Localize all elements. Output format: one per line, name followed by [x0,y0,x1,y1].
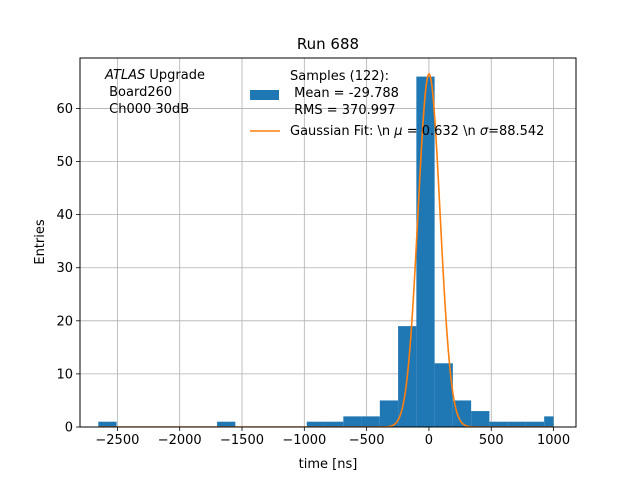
histogram-bar [217,421,236,427]
x-tick-label: −2500 [95,433,139,448]
histogram-bar [434,363,453,427]
histogram-bar [98,421,117,427]
y-tick-label: 60 [56,102,73,117]
x-tick-label: −1500 [220,433,264,448]
histogram-bar [379,400,399,427]
annotation-line-3: Ch000 30dB [105,102,189,117]
annotation-line-1-rest: Upgrade [145,68,205,83]
chart-title: Run 688 [297,35,359,53]
legend-fit-label: Gaussian Fit: \n μ = 0.632 \n σ=88.542 [290,124,544,139]
atlas-annotation: ATLAS Upgrade Board260 Ch000 30dB [104,68,205,117]
y-tick-label: 30 [56,261,73,276]
histogram-bar [489,421,508,427]
legend: Samples (122): Mean = -29.788 RMS = 370.… [250,69,544,139]
y-tick-label: 10 [56,367,73,382]
histogram-bar [544,416,554,427]
histogram-bar [325,421,344,427]
x-tick-label: 500 [479,433,504,448]
histogram-bar [525,421,545,427]
legend-fit-mu-text: = 0.632 \n [403,124,480,139]
histogram-bar [507,421,526,427]
histogram-bar [306,421,326,427]
annotation-line-2: Board260 [105,85,172,100]
y-tick-label: 50 [56,155,73,170]
legend-histogram-swatch [250,90,279,100]
x-tick-label: −1000 [282,433,326,448]
x-axis-ticks: −2500 −2000 −1500 −1000 −500 0 500 1000 [95,427,570,448]
x-tick-label: −2000 [158,433,202,448]
plot-frame [79,57,577,428]
annotation-italic: ATLAS [104,68,145,83]
x-tick-label: −500 [349,433,385,448]
x-tick-label: 1000 [537,433,570,448]
histogram-bar [471,411,490,427]
legend-fit-prefix: Gaussian Fit: \n [290,124,394,139]
legend-fit-sigma-symbol: σ [480,124,489,139]
legend-histogram-line-1: Samples (122): [290,69,389,84]
y-tick-label: 40 [56,208,73,223]
histogram-bar [343,416,362,427]
y-axis-ticks: 0 10 20 30 40 50 60 [56,102,80,436]
y-tick-label: 20 [56,314,73,329]
legend-histogram-line-3: RMS = 370.997 [290,103,396,118]
annotation-line-1: ATLAS Upgrade [104,68,205,83]
legend-histogram-line-2: Mean = -29.788 [290,86,399,101]
x-tick-label: 0 [425,433,433,448]
y-tick-label: 0 [65,421,73,436]
legend-fit-sigma-text: =88.542 [488,124,544,139]
x-axis-label: time [ns] [299,457,358,472]
legend-fit-mu-symbol: μ [393,124,402,139]
histogram-bar [361,416,380,427]
y-axis-label: Entries [33,219,48,265]
histogram-bar [452,400,472,427]
